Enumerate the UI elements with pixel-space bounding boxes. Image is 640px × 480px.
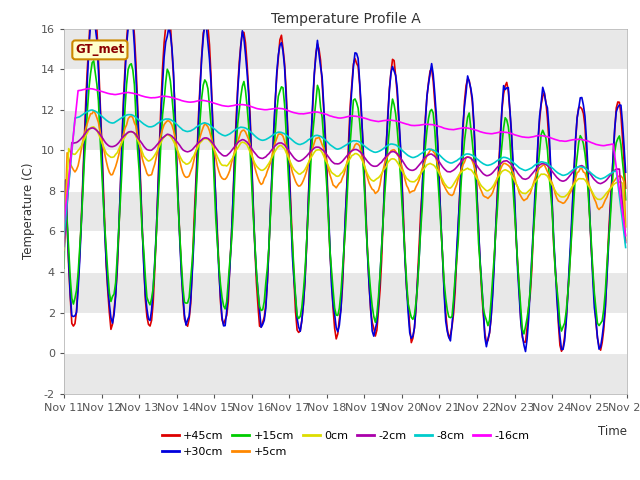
Bar	[64, 110, 627, 150]
Bar	[64, 29, 627, 69]
+5cm	[592, 199, 600, 205]
+15cm	[257, 308, 265, 313]
Line: +5cm: +5cm	[64, 111, 626, 250]
Legend: +45cm, +30cm, +15cm, +5cm, 0cm, -2cm, -8cm, -16cm: +45cm, +30cm, +15cm, +5cm, 0cm, -2cm, -8…	[157, 427, 534, 461]
0cm	[248, 153, 255, 158]
-8cm	[60, 233, 68, 239]
Y-axis label: Temperature (C): Temperature (C)	[22, 163, 35, 260]
+45cm	[622, 185, 630, 191]
Line: 0cm: 0cm	[64, 127, 626, 248]
0cm	[90, 124, 97, 130]
-8cm	[622, 245, 630, 251]
-2cm	[131, 130, 138, 136]
-2cm	[307, 148, 315, 154]
0cm	[229, 155, 237, 160]
+30cm	[88, 11, 96, 17]
+5cm	[229, 155, 237, 161]
+45cm	[557, 348, 565, 354]
+5cm	[90, 108, 97, 114]
+45cm	[257, 324, 265, 330]
+15cm	[90, 58, 97, 64]
+5cm	[248, 151, 255, 156]
Line: -8cm: -8cm	[64, 110, 626, 248]
+45cm	[307, 134, 315, 140]
+5cm	[60, 247, 68, 253]
-16cm	[248, 104, 255, 109]
-2cm	[229, 146, 237, 152]
-16cm	[307, 109, 315, 115]
+15cm	[229, 216, 237, 221]
Bar	[64, 191, 627, 231]
+45cm	[131, 33, 138, 38]
Bar	[64, 353, 627, 394]
Bar	[64, 272, 627, 312]
+30cm	[522, 348, 529, 354]
-2cm	[60, 243, 68, 249]
-16cm	[131, 91, 138, 96]
-8cm	[248, 130, 255, 136]
+15cm	[248, 182, 255, 188]
-8cm	[307, 135, 315, 141]
Line: -16cm: -16cm	[64, 89, 626, 236]
+30cm	[622, 169, 630, 175]
-2cm	[88, 125, 96, 131]
-2cm	[592, 178, 600, 184]
+5cm	[622, 224, 630, 230]
-16cm	[60, 220, 68, 226]
+45cm	[248, 159, 255, 165]
0cm	[307, 155, 315, 160]
+30cm	[60, 255, 68, 261]
+30cm	[307, 134, 315, 140]
0cm	[257, 168, 265, 173]
+30cm	[248, 163, 255, 168]
-8cm	[88, 107, 96, 113]
+30cm	[131, 43, 138, 49]
0cm	[622, 238, 630, 243]
-16cm	[85, 86, 93, 92]
0cm	[592, 195, 600, 201]
Text: GT_met: GT_met	[76, 43, 125, 56]
-16cm	[229, 103, 237, 108]
-8cm	[257, 137, 265, 143]
Text: Time: Time	[598, 425, 627, 438]
-16cm	[622, 233, 630, 239]
+15cm	[131, 82, 138, 87]
+45cm	[594, 335, 602, 341]
+15cm	[594, 320, 602, 326]
-8cm	[229, 129, 237, 134]
+5cm	[307, 150, 315, 156]
Line: +45cm: +45cm	[64, 0, 626, 351]
+45cm	[60, 254, 68, 260]
+15cm	[60, 265, 68, 271]
-8cm	[592, 174, 600, 180]
-2cm	[248, 146, 255, 152]
-16cm	[592, 142, 600, 147]
-2cm	[622, 240, 630, 245]
+15cm	[622, 197, 630, 203]
0cm	[131, 130, 138, 136]
+5cm	[131, 120, 138, 126]
0cm	[60, 245, 68, 251]
Line: +30cm: +30cm	[64, 14, 626, 351]
+15cm	[520, 331, 528, 337]
-8cm	[131, 113, 138, 119]
+30cm	[257, 324, 265, 330]
+5cm	[257, 181, 265, 187]
+30cm	[229, 197, 237, 203]
-16cm	[257, 107, 265, 112]
+15cm	[307, 154, 315, 159]
+45cm	[229, 198, 237, 204]
Line: +15cm: +15cm	[64, 61, 626, 334]
Title: Temperature Profile A: Temperature Profile A	[271, 12, 420, 26]
-2cm	[257, 156, 265, 161]
Line: -2cm: -2cm	[64, 128, 626, 246]
+30cm	[594, 335, 602, 340]
